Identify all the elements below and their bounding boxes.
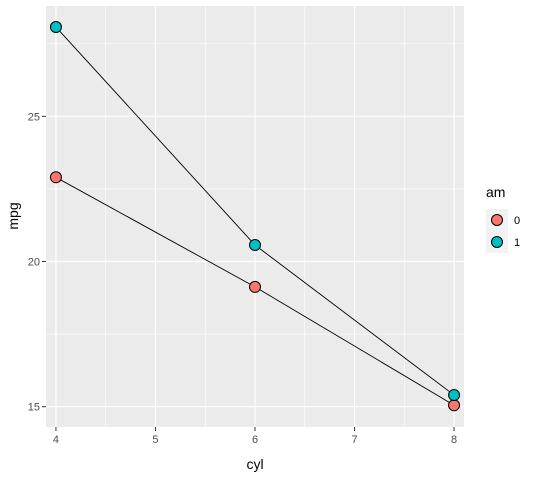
y-tick-label: 15 <box>28 402 40 414</box>
y-axis-title: mpg <box>5 202 21 229</box>
x-tick-label: 4 <box>53 434 59 446</box>
x-tick-label: 5 <box>152 434 158 446</box>
y-tick-label: 20 <box>28 257 40 269</box>
x-axis-title: cyl <box>246 456 263 472</box>
legend: am 01 <box>486 184 520 253</box>
x-tick-label: 8 <box>451 434 457 446</box>
grid <box>46 6 464 427</box>
data-point-0 <box>448 399 461 412</box>
data-point-0 <box>49 171 62 184</box>
data-point-1 <box>448 389 461 402</box>
legend-label-0: 0 <box>514 215 520 227</box>
legend-title: am <box>486 184 505 200</box>
legend-key-0 <box>491 214 503 226</box>
y-tick-label: 25 <box>28 111 40 123</box>
x-tick-label: 7 <box>351 434 357 446</box>
data-point-1 <box>49 21 62 34</box>
x-tick-label: 6 <box>252 434 258 446</box>
data-point-1 <box>249 239 261 252</box>
legend-label-1: 1 <box>514 237 520 249</box>
series-layer <box>49 21 461 412</box>
legend-keys: 01 <box>486 209 520 253</box>
axes: 4 5 6 7 8 15 20 25 <box>28 111 457 446</box>
legend-key-1 <box>491 236 503 248</box>
data-point-0 <box>249 280 261 293</box>
